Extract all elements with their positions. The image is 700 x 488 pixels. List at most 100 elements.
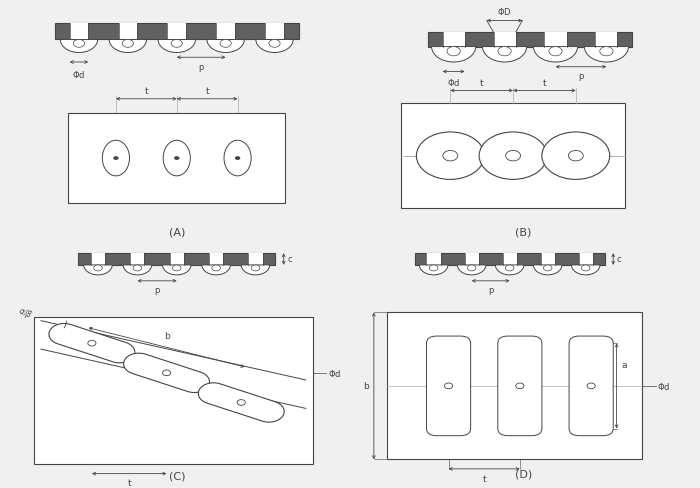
Ellipse shape	[163, 141, 190, 177]
Circle shape	[269, 41, 280, 48]
Bar	[414, 254, 605, 265]
Wedge shape	[496, 265, 524, 275]
Circle shape	[587, 383, 595, 389]
Wedge shape	[533, 265, 562, 275]
Circle shape	[582, 265, 590, 271]
FancyBboxPatch shape	[426, 336, 470, 436]
Text: a: a	[622, 360, 627, 369]
Wedge shape	[207, 41, 244, 53]
Wedge shape	[60, 41, 97, 53]
Circle shape	[443, 151, 458, 162]
Circle shape	[444, 383, 453, 389]
Circle shape	[251, 265, 260, 271]
Text: $\Phi$d: $\Phi$d	[328, 367, 341, 379]
Ellipse shape	[224, 141, 251, 177]
Bar	[442, 33, 465, 47]
Text: $\Phi$D: $\Phi$D	[497, 6, 512, 17]
Circle shape	[174, 157, 179, 161]
Circle shape	[220, 41, 231, 48]
Circle shape	[542, 133, 610, 180]
Bar	[579, 254, 593, 265]
Text: t: t	[482, 474, 486, 483]
FancyBboxPatch shape	[569, 336, 613, 436]
Circle shape	[133, 265, 141, 271]
Circle shape	[498, 47, 511, 57]
FancyBboxPatch shape	[498, 336, 542, 436]
Bar	[503, 254, 517, 265]
Circle shape	[468, 265, 476, 271]
Wedge shape	[533, 47, 577, 63]
Bar	[69, 24, 88, 41]
Circle shape	[516, 383, 524, 389]
Circle shape	[416, 133, 484, 180]
Circle shape	[600, 47, 613, 57]
Text: t: t	[542, 79, 546, 88]
Bar	[388, 313, 642, 460]
Text: t: t	[127, 478, 131, 488]
Circle shape	[505, 151, 521, 162]
Bar	[68, 114, 286, 203]
Wedge shape	[84, 265, 112, 275]
Circle shape	[235, 157, 240, 161]
Ellipse shape	[102, 141, 130, 177]
Circle shape	[568, 151, 583, 162]
Circle shape	[113, 157, 118, 161]
Bar	[428, 33, 632, 47]
Wedge shape	[571, 265, 600, 275]
Bar	[465, 254, 479, 265]
Polygon shape	[124, 353, 209, 393]
Text: (A): (A)	[169, 227, 185, 237]
Bar	[596, 33, 617, 47]
Wedge shape	[202, 265, 230, 275]
Bar	[118, 24, 137, 41]
Text: $\alpha$/$\beta$: $\alpha$/$\beta$	[17, 304, 35, 322]
Bar	[34, 317, 312, 464]
Circle shape	[172, 265, 181, 271]
Bar	[55, 24, 299, 41]
Text: b: b	[363, 382, 369, 390]
Text: $\Phi$d: $\Phi$d	[447, 77, 461, 88]
Circle shape	[88, 341, 96, 346]
Bar	[130, 254, 144, 265]
Wedge shape	[158, 41, 195, 53]
Text: $\Phi$d: $\Phi$d	[72, 69, 85, 80]
Circle shape	[543, 265, 552, 271]
Circle shape	[94, 265, 102, 271]
Circle shape	[162, 370, 171, 376]
Bar	[78, 254, 275, 265]
Text: (D): (D)	[514, 468, 532, 478]
Circle shape	[429, 265, 438, 271]
Bar	[401, 104, 625, 208]
Circle shape	[237, 400, 245, 406]
Text: a: a	[234, 400, 239, 408]
Text: (C): (C)	[169, 471, 185, 481]
Circle shape	[549, 47, 562, 57]
Bar	[169, 254, 184, 265]
Polygon shape	[198, 383, 284, 422]
Wedge shape	[109, 41, 146, 53]
Circle shape	[447, 47, 461, 57]
Bar	[265, 24, 284, 41]
Circle shape	[505, 265, 514, 271]
Circle shape	[479, 133, 547, 180]
Text: t: t	[144, 87, 148, 96]
Circle shape	[122, 41, 134, 48]
Wedge shape	[457, 265, 486, 275]
Wedge shape	[256, 41, 293, 53]
Polygon shape	[49, 324, 135, 363]
Text: t: t	[480, 79, 484, 88]
Bar	[216, 24, 235, 41]
Bar	[494, 33, 516, 47]
Bar	[545, 33, 566, 47]
Wedge shape	[241, 265, 270, 275]
Text: t: t	[205, 87, 209, 96]
Bar	[426, 254, 441, 265]
Bar	[540, 254, 555, 265]
Wedge shape	[162, 265, 191, 275]
Bar	[248, 254, 262, 265]
Circle shape	[212, 265, 220, 271]
Text: $\Phi$d: $\Phi$d	[657, 381, 671, 391]
Wedge shape	[419, 265, 448, 275]
Text: p: p	[578, 72, 584, 81]
Text: (B): (B)	[515, 227, 531, 237]
